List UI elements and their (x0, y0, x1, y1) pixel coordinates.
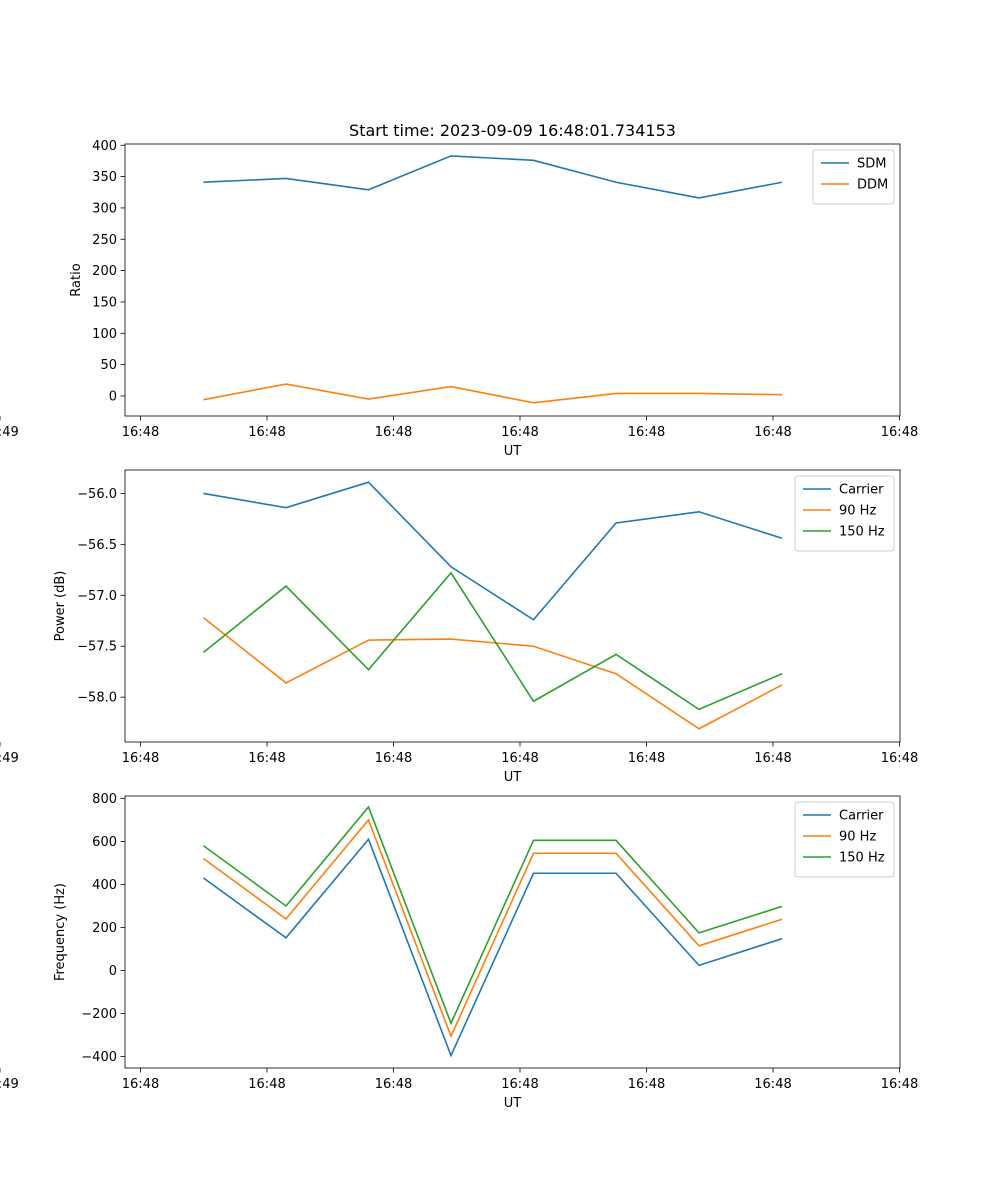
y-tick-label: 300 (92, 201, 117, 216)
series-line-90-hz (203, 818, 783, 1039)
y-tick-label: 350 (92, 170, 117, 185)
y-tick-label: 400 (92, 878, 117, 893)
legend-label: 150 Hz (839, 525, 885, 540)
x-tick-label: 16:48 (375, 751, 412, 766)
y-tick-label: 50 (100, 358, 117, 373)
x-tick-label: 16:49 (0, 751, 19, 766)
legend-label: 150 Hz (839, 851, 885, 866)
series-line-sdm (203, 155, 783, 199)
x-tick-label: 16:48 (248, 1077, 285, 1092)
y-tick-label: 0 (109, 389, 117, 404)
x-tick-label: 16:48 (754, 425, 791, 440)
x-tick-label: 16:48 (628, 425, 665, 440)
series-line-ddm (203, 383, 783, 404)
series-line-150-hz (203, 805, 783, 1026)
x-tick-label: 16:48 (122, 751, 159, 766)
chart-panel-2: 16:48 16:48 16:48 16:48 16:48 16:48 16:48 16:49… (0, 469, 918, 785)
legend-label: Carrier (839, 809, 884, 824)
x-axis-label: UT (504, 444, 522, 459)
y-axis-label: Ratio (69, 263, 84, 296)
chart-panel-1: 16:48 16:48 16:48 16:48 16:48 16:48 16:48 16:49… (0, 139, 918, 459)
x-tick-label: 16:48 (881, 751, 918, 766)
legend-label: 90 Hz (839, 504, 876, 519)
x-tick-label: 16:48 (375, 425, 412, 440)
x-tick-label: 16:48 (628, 751, 665, 766)
x-tick-label: 16:48 (754, 1077, 791, 1092)
y-tick-label: −56.5 (77, 538, 117, 553)
y-tick-label: −57.5 (77, 640, 117, 655)
y-tick-label: 0 (109, 964, 117, 979)
legend: Carrier 90 Hz 150 Hz (794, 801, 895, 878)
y-tick-label: 150 (92, 295, 117, 310)
y-tick-label: −57.0 (77, 589, 117, 604)
x-tick-label: 16:48 (501, 751, 538, 766)
axes-frame (124, 143, 901, 417)
legend-box (794, 801, 895, 878)
y-tick-label: 800 (92, 792, 117, 807)
x-tick-label: 16:49 (0, 1077, 19, 1092)
x-axis-label: UT (504, 770, 522, 785)
x-tick-label: 16:48 (628, 1077, 665, 1092)
y-tick-label: 400 (92, 139, 117, 154)
legend-label: 90 Hz (839, 830, 876, 845)
x-tick-label: 16:48 (501, 1077, 538, 1092)
x-tick-label: 16:48 (122, 1077, 159, 1092)
legend-label: Carrier (839, 483, 884, 498)
y-tick-label: −200 (81, 1007, 117, 1022)
y-tick-label: −400 (81, 1050, 117, 1065)
legend: SDM DDM (812, 149, 895, 205)
chart-panel-3: 16:48 16:48 16:48 16:48 16:48 16:48 16:48 16:49… (0, 792, 918, 1111)
x-tick-label: 16:48 (881, 425, 918, 440)
y-tick-label: 600 (92, 835, 117, 850)
legend: Carrier 90 Hz 150 Hz (794, 475, 895, 552)
legend-label: DDM (857, 178, 888, 193)
y-tick-label: 200 (92, 921, 117, 936)
y-tick-label: −58.0 (77, 691, 117, 706)
x-tick-label: 16:48 (501, 425, 538, 440)
x-tick-label: 16:48 (248, 425, 285, 440)
series-line-carrier (203, 837, 783, 1058)
x-tick-label: 16:49 (0, 425, 19, 440)
y-axis-label: Power (dB) (53, 571, 68, 642)
series-line-150-hz (202, 571, 783, 711)
x-axis-label: UT (504, 1096, 522, 1111)
x-tick-label: 16:48 (754, 751, 791, 766)
y-axis-label: Frequency (Hz) (53, 883, 68, 981)
y-tick-label: 200 (92, 264, 117, 279)
series-line-90-hz (203, 617, 783, 730)
axes-frame (124, 469, 901, 743)
chart-title: Start time: 2023-09-09 16:48:01.734153 (349, 121, 676, 140)
x-tick-label: 16:48 (122, 425, 159, 440)
axes-frame (124, 795, 901, 1069)
legend-label: SDM (857, 157, 886, 172)
x-tick-label: 16:48 (881, 1077, 918, 1092)
series-line-carrier (203, 481, 783, 621)
x-tick-label: 16:48 (375, 1077, 412, 1092)
y-tick-label: −56.0 (77, 487, 117, 502)
x-tick-label: 16:48 (248, 751, 285, 766)
legend-box (794, 475, 895, 552)
y-tick-label: 100 (92, 327, 117, 342)
y-tick-label: 250 (92, 233, 117, 248)
